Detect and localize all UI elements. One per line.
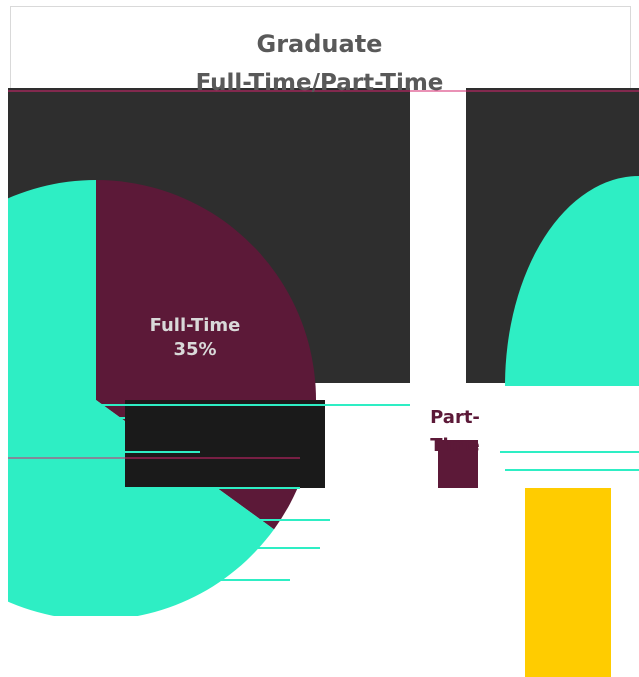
full-time-label: Full-Time 35% bbox=[140, 314, 250, 362]
chart-title: Graduate bbox=[256, 30, 383, 58]
pt-bars bbox=[438, 440, 478, 488]
glitch-lines-pink bbox=[8, 90, 639, 459]
dark-distortion bbox=[125, 400, 325, 488]
pie-slice-part-time-right bbox=[505, 176, 639, 386]
chart-subtitle: Full-Time/Part-Time bbox=[195, 70, 444, 96]
full-time-percent: 35% bbox=[173, 339, 217, 360]
pie-slice-part-time bbox=[8, 180, 274, 616]
white-gap bbox=[410, 88, 466, 383]
full-time-name: Full-Time bbox=[149, 315, 241, 336]
chart-frame bbox=[10, 6, 631, 91]
glitch-lines bbox=[8, 404, 639, 581]
part-time-label: Part-Time bbox=[430, 407, 480, 456]
accent-block bbox=[525, 488, 611, 677]
